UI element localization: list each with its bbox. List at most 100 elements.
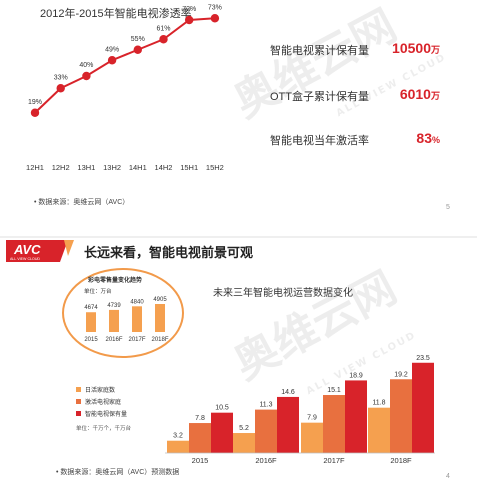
page-number: 4 [446, 473, 450, 480]
stat-row-activation-rate: 智能电视当年激活率 83% [270, 130, 470, 150]
retail-inset-bar-chart: 彩电零售量变化趋势 单位：万台 4674 2015 4739 2016F 4840 201… [84, 276, 169, 343]
stat-row-smart-tv-stock: 智能电视累计保有量 10500万 [270, 40, 470, 60]
forecast-bar [390, 379, 412, 453]
forecast-bar-value-label: 3.2 [173, 433, 183, 440]
stat-label: 智能电视当年激活率 [270, 135, 369, 147]
stat-value: 10500万 [392, 40, 440, 56]
forecast-bar [167, 440, 189, 453]
forecast-bar-value-label: 23.5 [416, 355, 430, 362]
forecast-x-tick-label: 2018F [390, 456, 412, 465]
slide-title: 长远来看，智能电视前景可观 [84, 245, 254, 260]
page-number: 5 [446, 204, 450, 211]
retail-callout-oval [62, 268, 184, 358]
line-x-tick-label: 15H2 [206, 163, 224, 172]
forecast-bar [189, 423, 211, 453]
main-chart-unit: 单位：千万个，千万台 [76, 426, 132, 432]
legend: 日活家庭数 激活电视家庭 智能电视保有量 单位：千万个，千万台 [76, 385, 131, 432]
line-point [30, 108, 40, 117]
source-note: • 数据来源：奥维云网（AVC） [34, 199, 130, 206]
line-point [56, 84, 65, 93]
line-x-tick-label: 12H2 [52, 163, 70, 172]
forecast-bar-value-label: 5.2 [239, 425, 249, 432]
line-chart-series-line [34, 17, 215, 114]
inset-bar [132, 306, 142, 332]
inset-bar-value-label: 4905 [153, 297, 167, 303]
forecast-bar-value-label: 18.9 [349, 372, 363, 379]
svg-text:AVC: AVC [13, 242, 41, 257]
line-data-label: 40% [79, 62, 93, 69]
line-point [82, 71, 91, 81]
slide-divider [0, 236, 477, 239]
slide-penetration: 奥维云网 ALL VIEW CLOUD 2012年-2015年智能电视渗透率 1… [0, 0, 477, 238]
line-point [210, 14, 220, 23]
forecast-bar-value-label: 15.1 [327, 387, 341, 394]
inset-bar-value-label: 4840 [130, 299, 144, 305]
stat-row-ott-stock: OTT盒子累计保有量 6010万 [270, 86, 470, 106]
inset-chart-title: 彩电零售量变化趋势 [87, 276, 142, 284]
legend-swatch [76, 411, 81, 416]
forecast-bar-value-label: 11.8 [372, 400, 385, 407]
forecast-bar-value-label: 14.6 [281, 389, 295, 396]
penetration-line-chart: 2012年-2015年智能电视渗透率 19% 33% 40% 49% 55% 61% 72%… [26, 4, 224, 172]
svg-text:ALL VIEW CLOUD: ALL VIEW CLOUD [10, 257, 40, 261]
avc-logo: AVC ALL VIEW CLOUD [6, 240, 74, 262]
forecast-bar [345, 380, 367, 453]
inset-chart-unit: 单位：万台 [84, 287, 112, 295]
legend-swatch [76, 387, 81, 392]
legend-swatch [76, 399, 81, 404]
stat-value: 83% [416, 130, 440, 146]
line-data-label: 33% [54, 74, 68, 81]
forecast-bar [412, 362, 434, 453]
line-x-tick-label: 14H2 [155, 163, 173, 172]
forecast-bar-value-label: 7.9 [307, 415, 317, 422]
line-data-label: 49% [105, 46, 119, 53]
forecast-bar-value-label: 11.3 [259, 402, 272, 409]
line-x-tick-label: 15H1 [180, 163, 198, 172]
stat-value: 6010万 [399, 86, 440, 102]
line-data-label: 55% [131, 36, 145, 43]
line-x-tick-label: 12H1 [26, 163, 44, 172]
forecast-bar [255, 409, 277, 453]
line-x-tick-label: 14H1 [129, 163, 147, 172]
forecast-bar [301, 422, 323, 453]
inset-bar [109, 309, 119, 332]
forecast-bar [323, 395, 345, 453]
line-point [107, 56, 117, 65]
inset-x-tick-label: 2016F [105, 337, 122, 343]
line-data-label: 61% [156, 25, 170, 32]
inset-bar-value-label: 4739 [107, 303, 121, 309]
forecast-x-tick-label: 2016F [255, 456, 277, 465]
line-data-label: 72% [182, 6, 196, 13]
legend-item: 日活家庭数 [76, 385, 131, 397]
stat-label: 智能电视累计保有量 [270, 45, 369, 57]
forecast-bar-chart: 3.2 7.8 10.5 5.2 11.3 14.6 7.9 15.1 18.9 11.8 19.2… [165, 355, 435, 465]
legend-item: 激活电视家庭 [76, 397, 131, 409]
slide-forecast: 奥维云网 ALL VIEW CLOUD AVC ALL VIEW CLOUD 长… [0, 238, 477, 489]
line-point [159, 35, 168, 44]
line-x-tick-label: 13H2 [103, 163, 121, 172]
line-chart-title: 2012年-2015年智能电视渗透率 [40, 6, 192, 20]
inset-x-tick-label: 2018F [151, 337, 168, 343]
forecast-bar [368, 407, 390, 453]
forecast-bar-value-label: 10.5 [215, 405, 229, 412]
line-point [185, 15, 194, 25]
forecast-x-tick-label: 2017F [323, 456, 345, 465]
forecast-bar [211, 412, 233, 453]
inset-bar-value-label: 4674 [84, 305, 98, 311]
forecast-bar [277, 396, 299, 453]
main-chart-subtitle: 未来三年智能电视运营数据变化 [213, 288, 353, 299]
forecast-bar [233, 433, 255, 453]
line-data-label: 19% [28, 99, 42, 106]
inset-bar [155, 304, 165, 332]
inset-bar [86, 312, 96, 332]
line-data-label: 73% [208, 4, 222, 11]
line-point [133, 45, 142, 54]
inset-x-tick-label: 2017F [128, 337, 145, 343]
stat-label: OTT盒子累计保有量 [270, 91, 369, 103]
source-note: • 数据来源：奥维云网（AVC）预测数据 [56, 469, 180, 476]
line-x-tick-label: 13H1 [77, 163, 95, 172]
legend-item: 智能电视保有量 [76, 409, 131, 421]
forecast-bar-value-label: 19.2 [394, 371, 408, 378]
forecast-x-tick-label: 2015 [192, 456, 209, 465]
inset-x-tick-label: 2015 [84, 337, 98, 343]
